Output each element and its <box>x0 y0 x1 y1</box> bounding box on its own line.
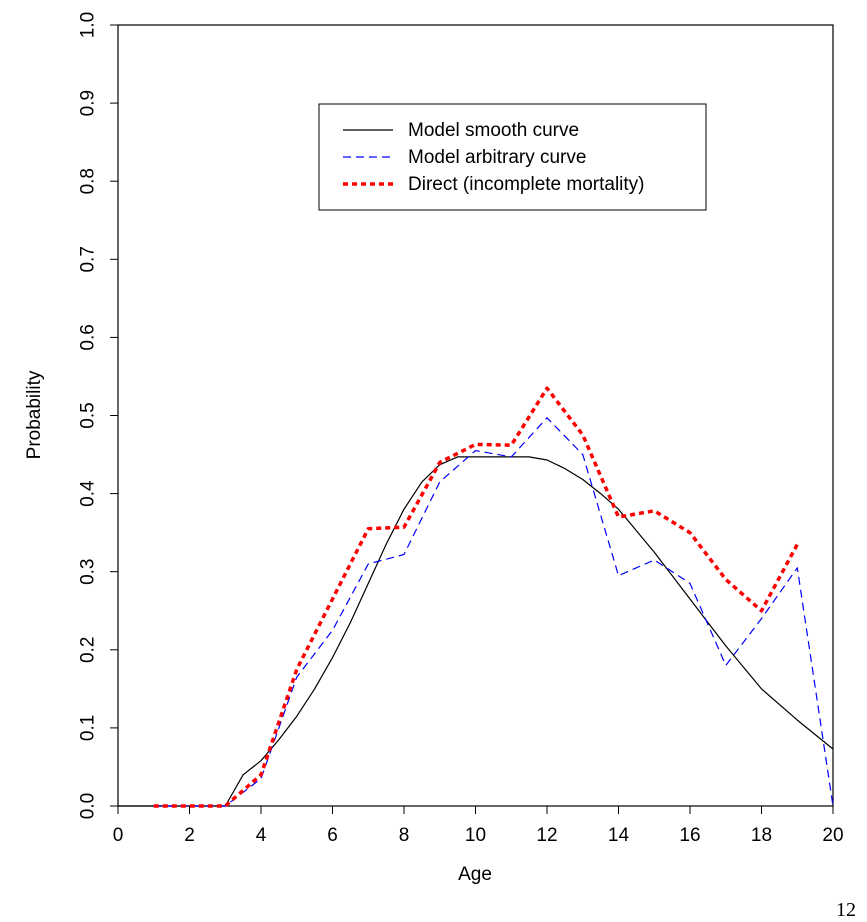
y-tick-label: 0.4 <box>78 480 99 507</box>
y-tick-label: 0.7 <box>78 246 99 272</box>
y-tick-label: 0.2 <box>78 637 99 663</box>
x-tick-label: 2 <box>184 825 195 846</box>
x-tick-label: 4 <box>256 825 267 846</box>
x-tick-label: 12 <box>536 825 557 846</box>
x-tick-label: 8 <box>399 825 410 846</box>
legend-label-arbitrary: Model arbitrary curve <box>408 147 586 168</box>
y-tick-label: 0.5 <box>78 402 99 428</box>
y-tick-label: 0.6 <box>78 324 99 350</box>
y-tick-label: 0.8 <box>78 168 99 194</box>
series-layer <box>118 386 834 808</box>
y-tick-label: 0.9 <box>78 90 99 116</box>
x-tick-label: 0 <box>113 825 124 846</box>
legend-label-smooth: Model smooth curve <box>408 120 579 141</box>
x-tick-label: 18 <box>751 825 772 846</box>
page-number: 12 <box>836 899 856 921</box>
x-axis: 0 2 4 6 8 10 12 14 16 18 20 <box>113 806 844 846</box>
y-tick-label: 1.0 <box>78 12 99 38</box>
series-line-3 <box>153 386 799 808</box>
y-axis-title: Probability <box>24 370 45 459</box>
x-tick-label: 20 <box>822 825 843 846</box>
series-line-1 <box>118 456 834 807</box>
series-line-2 <box>153 417 834 807</box>
y-tick-label: 0.0 <box>78 793 99 819</box>
x-axis-title: Age <box>458 864 492 885</box>
legend-label-direct: Direct (incomplete mortality) <box>408 174 645 195</box>
y-axis: 0.0 0.1 0.2 0.3 0.4 0.5 0.6 0.7 0.8 0.9 1.0 <box>78 12 118 819</box>
legend: Model smooth curve Model arbitrary curve… <box>318 103 707 211</box>
y-tick-label: 0.3 <box>78 558 99 584</box>
x-tick-label: 10 <box>465 825 486 846</box>
x-tick-label: 6 <box>327 825 338 846</box>
x-tick-label: 14 <box>608 825 630 846</box>
y-tick-label: 0.1 <box>78 715 99 741</box>
x-tick-label: 16 <box>679 825 700 846</box>
